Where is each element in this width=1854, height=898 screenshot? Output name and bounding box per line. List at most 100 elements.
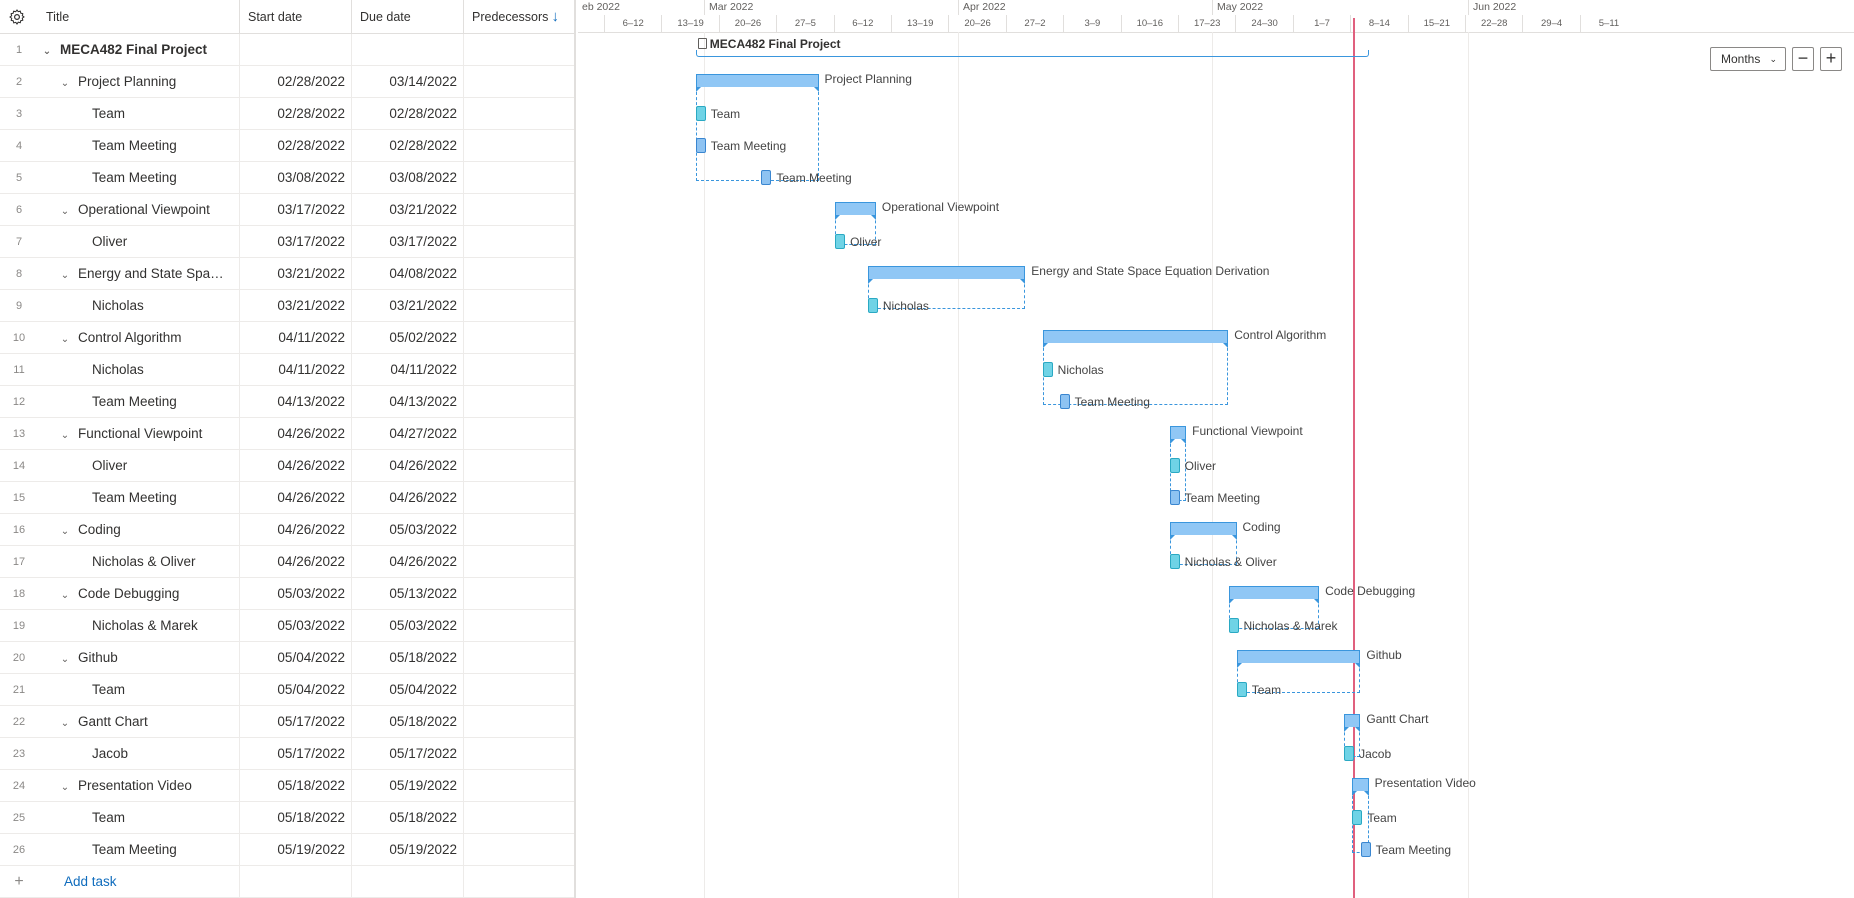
- predecessors-cell[interactable]: [463, 674, 574, 706]
- task-row[interactable]: 5 Team Meeting 03/08/2022 03/08/2022: [0, 162, 574, 194]
- start-date-cell[interactable]: 04/26/2022: [239, 546, 351, 578]
- task-title[interactable]: Team Meeting: [38, 482, 239, 514]
- task-title[interactable]: ⌄ Operational Viewpoint: [38, 194, 239, 226]
- predecessors-cell[interactable]: [463, 66, 574, 98]
- due-date-cell[interactable]: 05/17/2022: [351, 738, 463, 770]
- task-title[interactable]: ⌄ Control Algorithm: [38, 322, 239, 354]
- predecessors-cell[interactable]: [463, 290, 574, 322]
- start-date-cell[interactable]: 04/26/2022: [239, 514, 351, 546]
- due-date-cell[interactable]: 05/18/2022: [351, 642, 463, 674]
- start-date-cell[interactable]: 03/21/2022: [239, 258, 351, 290]
- task-title[interactable]: Team Meeting: [38, 386, 239, 418]
- summary-task-bar[interactable]: [1352, 778, 1369, 796]
- task-row[interactable]: 3 Team 02/28/2022 02/28/2022: [0, 98, 574, 130]
- task-group-row[interactable]: 2 ⌄ Project Planning 02/28/2022 03/14/2022: [0, 66, 574, 98]
- task-title[interactable]: Nicholas & Marek: [38, 610, 239, 642]
- chevron-down-icon[interactable]: ⌄: [60, 782, 70, 793]
- predecessors-cell[interactable]: [463, 322, 574, 354]
- task-group-row[interactable]: 1 ⌄ MECA482 Final Project: [0, 34, 574, 66]
- task-title[interactable]: ⌄ Code Debugging: [38, 578, 239, 610]
- task-bar[interactable]: [1042, 362, 1053, 377]
- due-date-cell[interactable]: 04/26/2022: [351, 546, 463, 578]
- due-date-cell[interactable]: [351, 34, 463, 66]
- due-date-cell[interactable]: 04/11/2022: [351, 354, 463, 386]
- start-date-cell[interactable]: 05/03/2022: [239, 610, 351, 642]
- predecessors-cell[interactable]: [463, 642, 574, 674]
- task-bar[interactable]: [1169, 458, 1180, 473]
- due-date-cell[interactable]: 05/03/2022: [351, 610, 463, 642]
- task-title[interactable]: Nicholas & Oliver: [38, 546, 239, 578]
- due-date-cell[interactable]: 05/18/2022: [351, 802, 463, 834]
- task-title[interactable]: ⌄ Energy and State Spa…: [38, 258, 239, 290]
- zoom-out-button[interactable]: −: [1792, 47, 1814, 71]
- chevron-down-icon[interactable]: ⌄: [60, 78, 70, 89]
- predecessors-cell[interactable]: [463, 130, 574, 162]
- add-task-link[interactable]: Add task: [64, 874, 117, 889]
- months-dropdown[interactable]: Months ⌄: [1710, 47, 1786, 71]
- column-header-predecessors[interactable]: Predecessors ↓: [463, 0, 574, 34]
- task-title[interactable]: ⌄ Gantt Chart: [38, 706, 239, 738]
- task-bar[interactable]: [1236, 682, 1247, 697]
- task-group-row[interactable]: 6 ⌄ Operational Viewpoint 03/17/2022 03/21/2…: [0, 194, 574, 226]
- due-date-cell[interactable]: 03/17/2022: [351, 226, 463, 258]
- start-date-cell[interactable]: 05/04/2022: [239, 642, 351, 674]
- start-date-cell[interactable]: 04/26/2022: [239, 418, 351, 450]
- start-date-cell[interactable]: 03/21/2022: [239, 290, 351, 322]
- task-title[interactable]: ⌄ Project Planning: [38, 66, 239, 98]
- start-date-cell[interactable]: 04/26/2022: [239, 450, 351, 482]
- task-group-row[interactable]: 24 ⌄ Presentation Video 05/18/2022 05/19/202…: [0, 770, 574, 802]
- task-row[interactable]: 19 Nicholas & Marek 05/03/2022 05/03/2022: [0, 610, 574, 642]
- due-date-cell[interactable]: 04/26/2022: [351, 482, 463, 514]
- task-title[interactable]: ⌄ Github: [38, 642, 239, 674]
- task-title[interactable]: Oliver: [38, 226, 239, 258]
- chevron-down-icon[interactable]: ⌄: [60, 526, 70, 537]
- task-group-row[interactable]: 13 ⌄ Functional Viewpoint 04/26/2022 04/27/2…: [0, 418, 574, 450]
- task-title[interactable]: Team: [38, 802, 239, 834]
- summary-task-bar[interactable]: [1228, 586, 1320, 604]
- sort-descending-icon[interactable]: ↓: [551, 8, 559, 25]
- start-date-cell[interactable]: 05/03/2022: [239, 578, 351, 610]
- predecessors-cell[interactable]: [463, 450, 574, 482]
- chevron-down-icon[interactable]: ⌄: [60, 334, 70, 345]
- task-title[interactable]: Team Meeting: [38, 130, 239, 162]
- due-date-cell[interactable]: 04/27/2022: [351, 418, 463, 450]
- predecessors-cell[interactable]: [463, 354, 574, 386]
- start-date-cell[interactable]: 03/17/2022: [239, 194, 351, 226]
- task-group-row[interactable]: 20 ⌄ Github 05/04/2022 05/18/2022: [0, 642, 574, 674]
- task-bar[interactable]: [1360, 842, 1371, 857]
- summary-task-bar[interactable]: [1042, 330, 1229, 348]
- start-date-cell[interactable]: 05/19/2022: [239, 834, 351, 866]
- due-date-cell[interactable]: 04/08/2022: [351, 258, 463, 290]
- task-bar[interactable]: [867, 298, 878, 313]
- task-bar[interactable]: [1352, 810, 1363, 825]
- chevron-down-icon[interactable]: ⌄: [60, 270, 70, 281]
- start-date-cell[interactable]: 02/28/2022: [239, 130, 351, 162]
- task-group-row[interactable]: 22 ⌄ Gantt Chart 05/17/2022 05/18/2022: [0, 706, 574, 738]
- column-header-due-date[interactable]: Due date: [351, 0, 463, 34]
- task-bar[interactable]: [1169, 490, 1180, 505]
- due-date-cell[interactable]: 03/21/2022: [351, 194, 463, 226]
- start-date-cell[interactable]: 02/28/2022: [239, 66, 351, 98]
- chevron-down-icon[interactable]: ⌄: [60, 590, 70, 601]
- task-row[interactable]: 11 Nicholas 04/11/2022 04/11/2022: [0, 354, 574, 386]
- task-row[interactable]: 12 Team Meeting 04/13/2022 04/13/2022: [0, 386, 574, 418]
- predecessors-cell[interactable]: [463, 162, 574, 194]
- due-date-cell[interactable]: 05/04/2022: [351, 674, 463, 706]
- chevron-down-icon[interactable]: ⌄: [42, 46, 52, 57]
- due-date-cell[interactable]: 02/28/2022: [351, 98, 463, 130]
- task-bar[interactable]: [695, 138, 706, 153]
- predecessors-cell[interactable]: [463, 610, 574, 642]
- summary-task-bar[interactable]: [1344, 714, 1361, 732]
- start-date-cell[interactable]: 05/17/2022: [239, 706, 351, 738]
- predecessors-cell[interactable]: [463, 194, 574, 226]
- task-row[interactable]: 9 Nicholas 03/21/2022 03/21/2022: [0, 290, 574, 322]
- predecessors-cell[interactable]: [463, 578, 574, 610]
- predecessors-cell[interactable]: [463, 258, 574, 290]
- summary-task-bar[interactable]: [695, 74, 819, 92]
- task-group-row[interactable]: 16 ⌄ Coding 04/26/2022 05/03/2022: [0, 514, 574, 546]
- task-group-row[interactable]: 8 ⌄ Energy and State Spa… 03/21/2022 04/08/2…: [0, 258, 574, 290]
- task-row[interactable]: 4 Team Meeting 02/28/2022 02/28/2022: [0, 130, 574, 162]
- due-date-cell[interactable]: 05/13/2022: [351, 578, 463, 610]
- summary-task-bar[interactable]: [1236, 650, 1361, 668]
- predecessors-cell[interactable]: [463, 34, 574, 66]
